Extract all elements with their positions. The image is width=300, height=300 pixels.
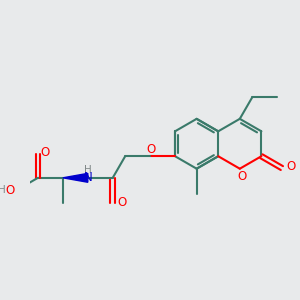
- Text: O: O: [40, 146, 50, 159]
- Text: O: O: [237, 170, 246, 183]
- Text: H: H: [0, 185, 6, 195]
- Text: N: N: [83, 171, 92, 184]
- Text: O: O: [286, 160, 296, 173]
- Text: O: O: [5, 184, 15, 197]
- Text: O: O: [117, 196, 126, 209]
- Text: H: H: [84, 165, 92, 175]
- Text: O: O: [146, 142, 156, 156]
- Polygon shape: [63, 173, 88, 182]
